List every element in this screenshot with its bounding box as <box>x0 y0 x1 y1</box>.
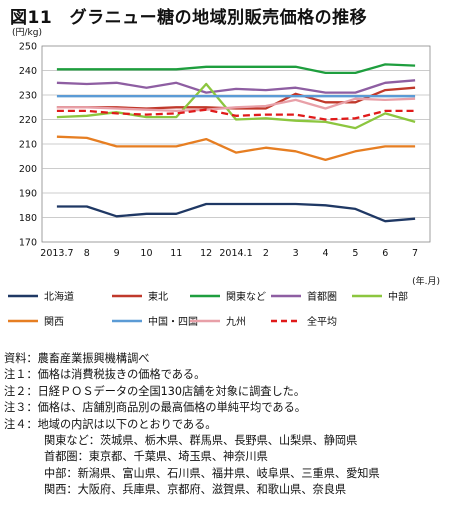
x-tick-label: 7 <box>412 248 418 259</box>
series-line <box>56 108 416 121</box>
note-4-kanto: 関東など：茨城県、栃木県、群馬県、長野県、山梨県、静岡県 <box>44 434 358 448</box>
x-tick-label: 11 <box>170 248 182 259</box>
series-line <box>56 63 416 75</box>
legend-label: 全平均 <box>307 315 337 328</box>
y-tick-label: 220 <box>19 115 37 126</box>
note-source: 資料：農畜産業振興機構調べ <box>4 352 150 365</box>
x-tick-label: 6 <box>382 248 388 259</box>
x-tick-label: 5 <box>352 248 358 259</box>
y-tick-label: 210 <box>19 140 37 151</box>
series-line <box>56 97 416 113</box>
legend-label: 中部 <box>388 290 408 303</box>
line-chart: 170 180 190 200 210 220 230 240 250 2013.7 8 9 10 11 1… <box>8 27 440 328</box>
x-tick-label: 12 <box>200 248 212 259</box>
x-tick-label: 2013.7 <box>40 248 73 259</box>
x-tick-label: 3 <box>293 248 299 259</box>
x-tick-label: 2 <box>263 248 269 259</box>
y-axis-label: (円/kg) <box>12 27 42 38</box>
legend-label: 中国・四国 <box>148 315 198 328</box>
series-line <box>56 135 416 162</box>
legend-label: 九州 <box>226 316 246 328</box>
y-tick-label: 190 <box>19 189 37 200</box>
note-4-shutoken: 首都圏：東京都、千葉県、埼玉県、神奈川県 <box>44 450 268 464</box>
y-tick-label: 250 <box>19 42 37 53</box>
note-2: 注２：日経ＰＯＳデータの全国130店舗を対象に調査した。 <box>4 384 306 398</box>
y-tick-label: 230 <box>19 91 37 102</box>
legend-label: 首都圏 <box>307 290 337 303</box>
x-tick-label: 8 <box>84 248 90 259</box>
legend-label: 関東など <box>226 290 266 303</box>
series-line <box>56 202 416 223</box>
series-line <box>56 82 416 130</box>
y-tick-label: 200 <box>19 164 37 175</box>
series-line <box>56 79 416 94</box>
y-tick-label: 170 <box>19 238 37 249</box>
x-tick-label: 4 <box>323 248 329 259</box>
note-1: 注１：価格は消費税抜きの価格である。 <box>4 368 206 382</box>
y-tick-label: 180 <box>19 213 37 224</box>
x-tick-label: 9 <box>114 248 120 259</box>
legend-label: 北海道 <box>44 290 74 303</box>
x-axis-label: (年.月) <box>412 275 440 287</box>
note-3: 注３：価格は、店舗別商品別の最高価格の単純平均である。 <box>4 401 306 415</box>
x-tick-label: 2014.1 <box>219 248 252 259</box>
x-tick-label: 10 <box>140 248 152 259</box>
note-4-chubu: 中部：新潟県、富山県、石川県、福井県、岐阜県、三重県、愛知県 <box>44 466 380 480</box>
legend-label: 関西 <box>44 316 64 328</box>
note-4: 注４：地域の内訳は以下のとおりである。 <box>4 417 217 431</box>
notes-section: 資料：農畜産業振興機構調べ 注１：価格は消費税抜きの価格である。 注２：日経ＰＯ… <box>4 351 380 499</box>
y-tick-label: 240 <box>19 66 37 77</box>
note-4-kansai: 関西：大阪府、兵庫県、京都府、滋賀県、和歌山県、奈良県 <box>44 483 347 497</box>
legend-label: 東北 <box>148 290 168 303</box>
series-line <box>56 86 416 110</box>
chart-title: 図11 グラニュー糖の地域別販売価格の推移 <box>10 8 368 28</box>
